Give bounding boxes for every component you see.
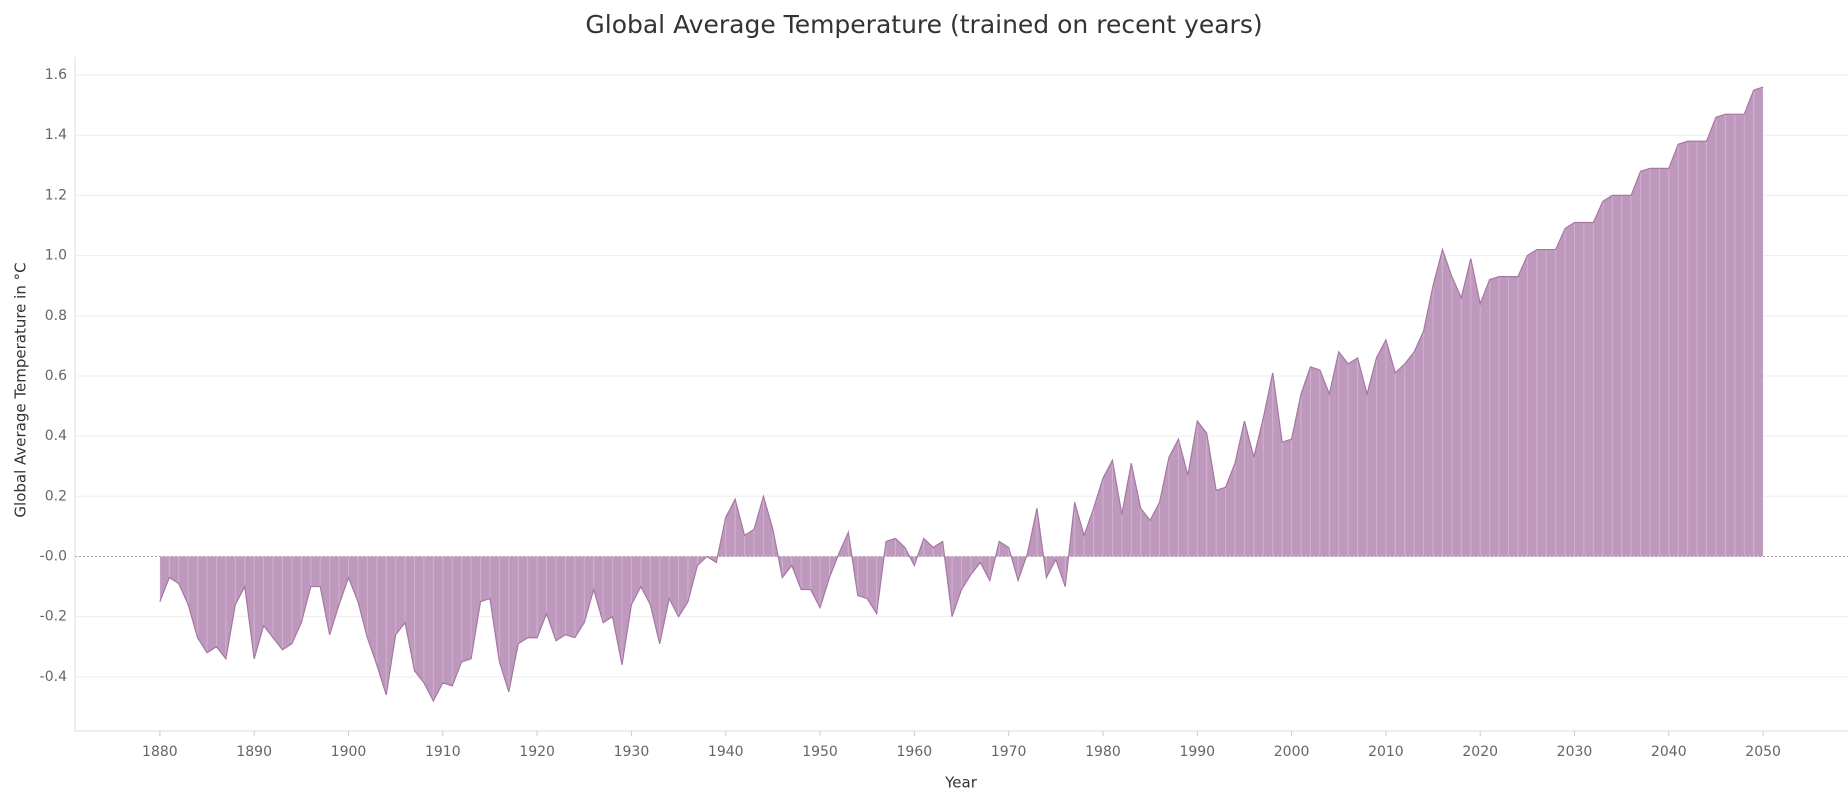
x-tick-label: 1880	[142, 744, 178, 760]
y-tick-label: -0.4	[40, 669, 67, 685]
x-tick-label: 1960	[897, 744, 933, 760]
y-tick-label: 0.6	[45, 368, 67, 384]
x-tick-label: 1910	[425, 744, 461, 760]
x-tick-label: 2020	[1462, 744, 1498, 760]
y-tick-label: 1.4	[45, 127, 67, 143]
x-tick-label: 1890	[236, 744, 272, 760]
x-tick-label: 1950	[802, 744, 838, 760]
x-tick-label: 2000	[1274, 744, 1310, 760]
area-line	[159, 86, 1764, 703]
x-tick-label: 1930	[614, 744, 650, 760]
x-tick-label: 1990	[1179, 744, 1215, 760]
area-fill	[159, 87, 1764, 701]
y-tick-label: -0.0	[40, 548, 67, 564]
y-tick-label: 0.8	[45, 308, 67, 324]
x-tick-label: 1940	[708, 744, 744, 760]
y-tick-label: 1.2	[45, 187, 67, 203]
x-tick-label: 1920	[519, 744, 555, 760]
chart-title: Global Average Temperature (trained on r…	[585, 10, 1262, 39]
y-tick-label: 0.4	[45, 428, 67, 444]
y-tick-label: 0.2	[45, 488, 67, 504]
x-tick-label: 2010	[1368, 744, 1404, 760]
x-tick-label: 2030	[1557, 744, 1593, 760]
x-tick-label: 1900	[331, 744, 367, 760]
x-tick-label: 1970	[991, 744, 1027, 760]
x-tick-label: 2050	[1745, 744, 1781, 760]
y-tick-label: 1.0	[45, 248, 67, 264]
x-axis-title: Year	[944, 774, 978, 792]
x-tick-label: 2040	[1651, 744, 1687, 760]
y-tick-label: 1.6	[45, 67, 67, 83]
y-tick-label: -0.2	[40, 609, 67, 625]
y-axis-title: Global Average Temperature in °C	[12, 262, 30, 517]
x-tick-label: 1980	[1085, 744, 1121, 760]
